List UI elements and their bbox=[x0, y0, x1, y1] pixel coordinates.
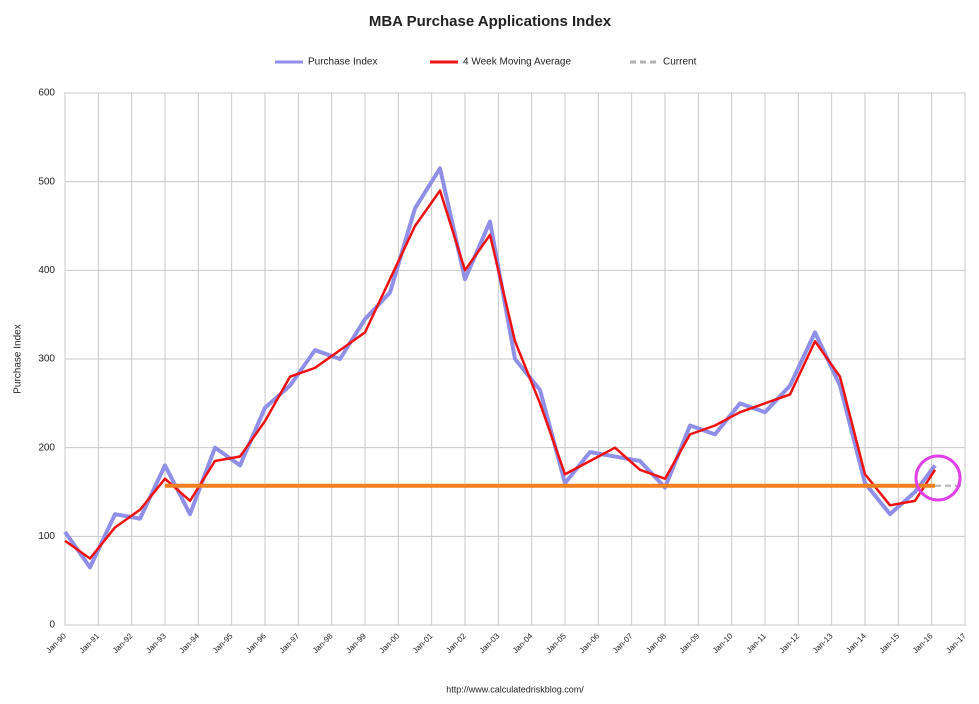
x-tick-label: Jan-10 bbox=[711, 631, 735, 655]
y-tick-label: 100 bbox=[38, 531, 55, 542]
y-tick-label: 600 bbox=[38, 88, 55, 99]
y-tick-label: 500 bbox=[38, 176, 55, 187]
x-tick-label: Jan-11 bbox=[745, 631, 769, 655]
x-tick-label: Jan-99 bbox=[344, 631, 368, 655]
y-axis-label: Purchase Index bbox=[13, 324, 24, 394]
x-tick-label: Jan-07 bbox=[611, 631, 635, 655]
x-tick-label: Jan-03 bbox=[478, 631, 502, 655]
y-tick-label: 300 bbox=[38, 354, 55, 365]
legend-label: Purchase Index bbox=[308, 57, 378, 68]
x-tick-label: Jan-98 bbox=[311, 631, 335, 655]
x-tick-label: Jan-94 bbox=[178, 631, 202, 655]
x-tick-label: Jan-93 bbox=[144, 631, 168, 655]
y-tick-label: 200 bbox=[38, 442, 55, 453]
x-tick-label: Jan-13 bbox=[811, 631, 835, 655]
x-tick-label: Jan-00 bbox=[378, 631, 402, 655]
y-tick-label: 400 bbox=[38, 265, 55, 276]
x-tick-label: Jan-12 bbox=[778, 631, 802, 655]
x-tick-label: Jan-09 bbox=[678, 631, 702, 655]
x-tick-label: Jan-08 bbox=[644, 631, 668, 655]
chart-title: MBA Purchase Applications Index bbox=[369, 13, 612, 30]
x-tick-label: Jan-97 bbox=[278, 631, 302, 655]
series-line bbox=[64, 189, 937, 560]
x-tick-label: Jan-96 bbox=[244, 631, 268, 655]
x-tick-label: Jan-95 bbox=[211, 631, 235, 655]
x-tick-label: Jan-91 bbox=[78, 631, 102, 655]
highlight-circle bbox=[914, 454, 962, 502]
y-tick-label: 0 bbox=[49, 620, 55, 631]
x-tick-label: Jan-04 bbox=[511, 631, 535, 655]
source: http://www.calculatedriskblog.com/ bbox=[446, 684, 584, 694]
x-tick-label: Jan-16 bbox=[911, 631, 935, 655]
x-tick-label: Jan-90 bbox=[44, 631, 68, 655]
x-tick-label: Jan-06 bbox=[578, 631, 602, 655]
x-tick-label: Jan-15 bbox=[878, 631, 902, 655]
legend-label: Current bbox=[663, 57, 697, 68]
legend-label: 4 Week Moving Average bbox=[463, 57, 571, 68]
x-tick-label: Jan-02 bbox=[444, 631, 468, 655]
x-tick-label: Jan-01 bbox=[411, 631, 435, 655]
x-tick-label: Jan-05 bbox=[544, 631, 568, 655]
x-tick-label: Jan-92 bbox=[111, 631, 135, 655]
x-tick-label: Jan-14 bbox=[844, 631, 868, 655]
x-tick-label: Jan-17 bbox=[944, 631, 968, 655]
